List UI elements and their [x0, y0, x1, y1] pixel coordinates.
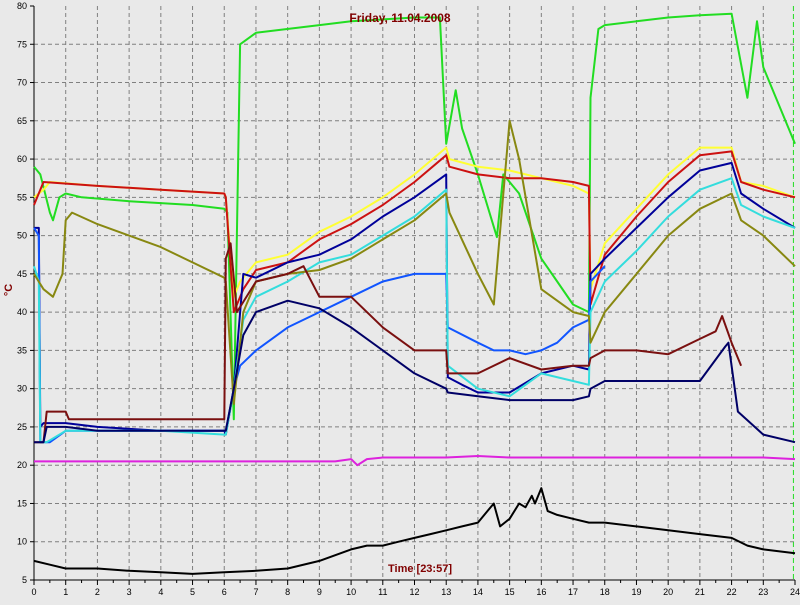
y-tick-label: 30 [17, 384, 27, 394]
series-line-9 [34, 299, 796, 444]
series-line-4 [34, 161, 796, 436]
y-tick-label: 70 [17, 78, 27, 88]
series-line-10 [34, 455, 796, 467]
x-tick-label: 24 [790, 587, 800, 597]
x-tick-label: 10 [346, 587, 356, 597]
y-tick-label: 75 [17, 39, 27, 49]
x-tick-label: 14 [473, 587, 483, 597]
y-tick-label: 25 [17, 422, 27, 432]
y-tick-label: 10 [17, 537, 27, 547]
axes [30, 5, 796, 585]
series-line-7 [33, 119, 796, 405]
y-tick-label: 60 [17, 154, 27, 164]
y-tick-label: 45 [17, 269, 27, 279]
x-tick-label: 8 [285, 587, 290, 597]
x-tick-label: 17 [568, 587, 578, 597]
x-tick-label: 6 [222, 587, 227, 597]
y-tick-label: 65 [17, 116, 27, 126]
series-line-11 [33, 487, 796, 575]
y-tick-label: 35 [17, 345, 27, 355]
x-tick-label: 11 [378, 587, 387, 597]
x-tick-label: 23 [758, 587, 768, 597]
y-tick-label: 40 [17, 307, 27, 317]
series-line-3 [33, 150, 796, 314]
x-tick-label: 12 [409, 587, 419, 597]
x-tick-label: 13 [441, 587, 451, 597]
x-tick-label: 19 [631, 587, 641, 597]
y-axis-label: °C [3, 284, 15, 296]
x-tick-label: 0 [31, 587, 36, 597]
y-tick-label: 55 [17, 192, 27, 202]
y-tick-label: 15 [17, 498, 27, 508]
tick-labels: 0 1 2 3 4 5 6 7 8 9 10 11 12 13 14 15 16 17 18 19 20 21 22 23 24… [17, 1, 800, 597]
y-tick-label: 80 [17, 1, 27, 11]
y-tick-label: 5 [22, 575, 27, 585]
x-tick-label: 4 [158, 587, 163, 597]
x-tick-label: 15 [505, 587, 515, 597]
x-tick-label: 7 [253, 587, 258, 597]
x-tick-label: 2 [95, 587, 100, 597]
x-tick-label: 18 [600, 587, 610, 597]
x-tick-label: 9 [317, 587, 322, 597]
series-line-8 [34, 242, 743, 444]
x-tick-label: 21 [695, 587, 705, 597]
series-lines [33, 12, 796, 575]
x-tick-label: 1 [63, 587, 68, 597]
x-axis-label: Time [23:57] [388, 563, 452, 575]
x-tick-label: 3 [127, 587, 132, 597]
chart-title: Friday, 11.04.2008 [349, 11, 451, 25]
x-tick-label: 16 [536, 587, 546, 597]
y-tick-label: 20 [17, 460, 27, 470]
x-tick-label: 22 [727, 587, 737, 597]
series-line-1 [33, 12, 796, 421]
y-tick-label: 50 [17, 231, 27, 241]
x-tick-label: 5 [190, 587, 195, 597]
x-tick-label: 20 [663, 587, 673, 597]
